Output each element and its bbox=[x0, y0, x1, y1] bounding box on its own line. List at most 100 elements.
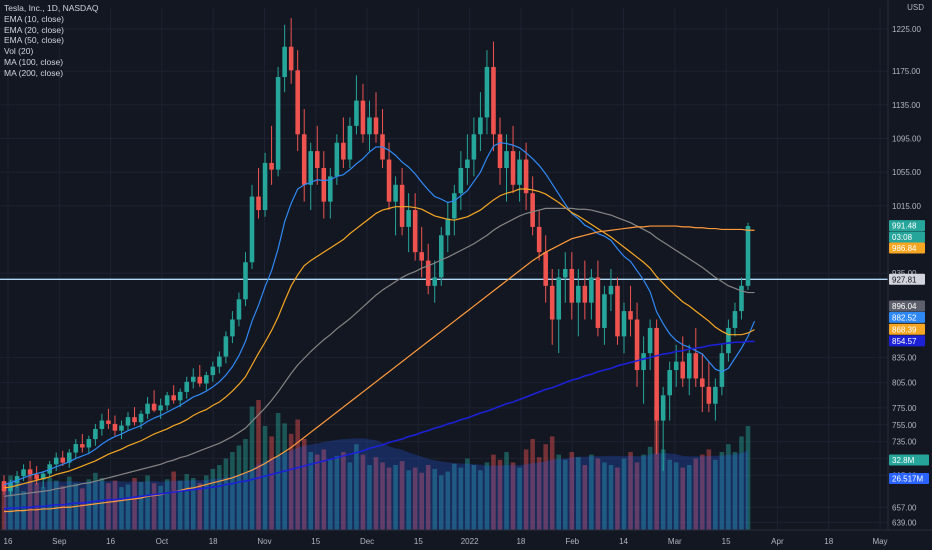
volume-bar bbox=[660, 449, 666, 530]
candle-body bbox=[171, 395, 176, 401]
candle-body bbox=[517, 159, 522, 185]
candle-body bbox=[484, 66, 490, 118]
volume-bar bbox=[47, 478, 52, 530]
candle-body bbox=[367, 117, 372, 135]
volume-bar bbox=[654, 406, 659, 530]
candle-body bbox=[713, 386, 718, 404]
candle-body bbox=[647, 327, 653, 354]
volume-bar bbox=[673, 462, 679, 530]
volume-bar bbox=[471, 465, 477, 530]
candle-body bbox=[60, 457, 66, 463]
candle-body bbox=[119, 425, 124, 431]
volume-bar bbox=[204, 475, 209, 530]
volume-bar bbox=[27, 471, 33, 530]
candle-body bbox=[256, 196, 261, 211]
candle-body bbox=[243, 262, 248, 300]
candle-body bbox=[693, 353, 699, 379]
currency-label[interactable]: USD bbox=[907, 3, 924, 12]
series-line bbox=[3, 340, 755, 510]
series-line bbox=[3, 207, 755, 497]
candle-body bbox=[282, 46, 287, 78]
candle-body bbox=[93, 428, 98, 440]
volume-bar bbox=[686, 465, 692, 530]
legend-ma100[interactable]: MA (100, close) bbox=[4, 56, 64, 67]
volume-bar bbox=[138, 481, 144, 530]
candle-body bbox=[471, 134, 477, 160]
candle-body bbox=[40, 473, 46, 480]
volume-bar bbox=[380, 462, 385, 530]
y-tick-label: 835.00 bbox=[892, 353, 917, 362]
candle-body bbox=[621, 311, 627, 337]
legend-ma200[interactable]: MA (200, close) bbox=[4, 67, 64, 78]
candle-body bbox=[641, 353, 646, 371]
y-tick-label: 1225.00 bbox=[892, 25, 921, 34]
candle-body bbox=[301, 134, 307, 185]
volume-bar bbox=[452, 463, 457, 530]
candle-body bbox=[269, 162, 274, 170]
series-line bbox=[3, 142, 756, 486]
candle-body bbox=[262, 162, 268, 211]
candle-body bbox=[73, 444, 79, 453]
volume-bar bbox=[210, 468, 216, 530]
volume-bar bbox=[713, 459, 718, 530]
volume-bar bbox=[132, 478, 137, 530]
x-tick-label: Oct bbox=[156, 537, 169, 546]
x-tick-label: Apr bbox=[771, 537, 784, 546]
candle-body bbox=[562, 269, 568, 278]
candle-body bbox=[686, 353, 692, 379]
candle-body bbox=[680, 361, 686, 379]
candle-body bbox=[328, 176, 333, 202]
candle-body bbox=[217, 356, 222, 367]
candle-body bbox=[628, 311, 633, 320]
candle-body bbox=[86, 439, 92, 448]
candle-body bbox=[177, 391, 183, 401]
volume-bar bbox=[543, 444, 548, 530]
volume-bar bbox=[236, 445, 242, 530]
volume-bar bbox=[308, 452, 314, 530]
symbol-title[interactable]: Tesla, Inc., 1D, NASDAQ bbox=[4, 3, 99, 13]
volume-bar bbox=[647, 446, 653, 530]
volume-bar bbox=[608, 465, 614, 530]
price-label: 03:08 bbox=[892, 233, 913, 242]
candle-body bbox=[504, 151, 509, 168]
volume-bar bbox=[256, 400, 261, 530]
volume-bar bbox=[145, 475, 150, 530]
candle-body bbox=[184, 381, 190, 392]
price-label: 896.04 bbox=[892, 302, 917, 311]
legend-ema20[interactable]: EMA (20, close) bbox=[4, 24, 64, 35]
volume-bar bbox=[80, 488, 85, 530]
candle-body bbox=[151, 403, 157, 411]
candle-body bbox=[125, 417, 131, 426]
x-tick-label: 16 bbox=[106, 537, 115, 546]
volume-bar bbox=[510, 462, 516, 530]
volume-bar bbox=[667, 459, 672, 530]
volume-label-bg bbox=[889, 454, 929, 466]
x-tick-label: Sep bbox=[52, 537, 67, 546]
x-tick-label: 14 bbox=[619, 537, 628, 546]
volume-bar bbox=[386, 467, 392, 530]
volume-label: 26.517M bbox=[892, 474, 923, 483]
candle-body bbox=[732, 311, 738, 328]
candle-body bbox=[236, 299, 242, 320]
price-label-bg bbox=[889, 273, 925, 285]
price-label-bg bbox=[889, 311, 925, 323]
x-tick-label: 15 bbox=[722, 537, 731, 546]
price-label: 991.48 bbox=[892, 222, 917, 231]
candle-body bbox=[719, 353, 725, 387]
legend-ema50[interactable]: EMA (50, close) bbox=[4, 35, 64, 46]
volume-bar bbox=[732, 452, 738, 530]
price-label-bg bbox=[889, 335, 925, 347]
volume-bar bbox=[582, 465, 588, 530]
legend-ema10[interactable]: EMA (10, close) bbox=[4, 13, 64, 24]
volume-bar bbox=[190, 478, 196, 530]
volume-bar bbox=[60, 485, 66, 530]
x-tick-label: 18 bbox=[824, 537, 833, 546]
x-tick-label: 16 bbox=[4, 537, 13, 546]
legend-vol[interactable]: Vol (20) bbox=[4, 46, 34, 57]
volume-bar bbox=[406, 470, 411, 530]
candle-body bbox=[432, 277, 438, 286]
volume-bar bbox=[549, 436, 555, 530]
candle-body bbox=[419, 252, 424, 261]
